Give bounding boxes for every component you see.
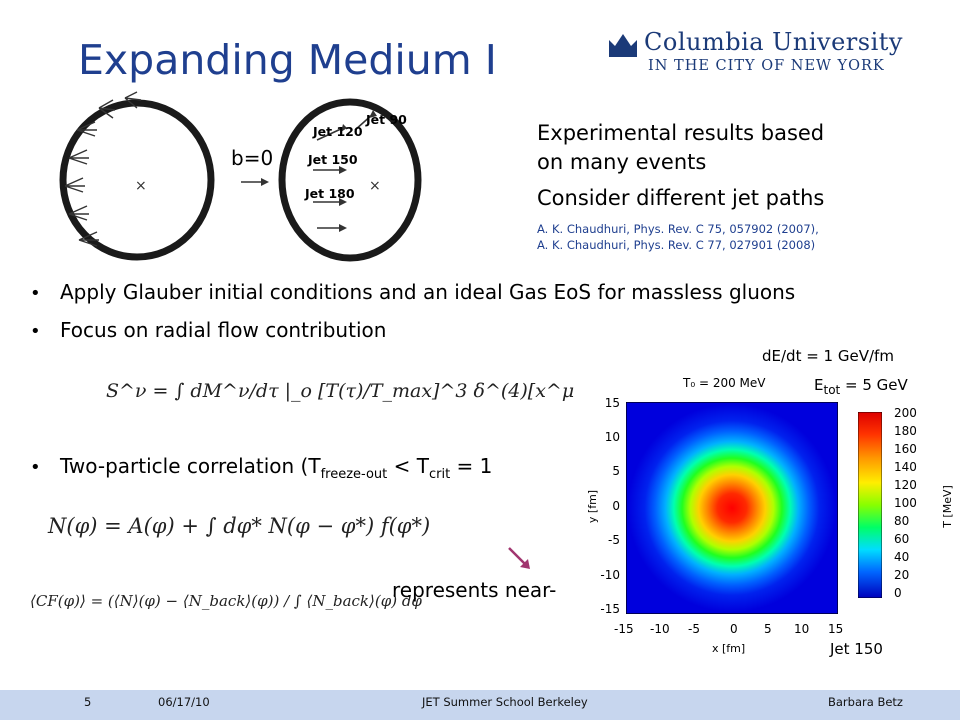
initial-temperature-label: T₀ = 200 MeV <box>683 376 766 390</box>
bullet-radial-flow: • Focus on radial flow contribution <box>30 318 387 342</box>
energy-loss-label: dE/dt = 1 GeV/fm <box>762 347 894 365</box>
y-tick: 15 <box>604 396 620 410</box>
y-axis-ticks: 15 10 5 0 -5 -10 -15 <box>598 396 620 616</box>
side-text-line3: Consider different jet paths <box>537 186 825 210</box>
x-tick: -15 <box>614 622 634 636</box>
total-energy-value: = 5 GeV <box>840 376 908 394</box>
crown-icon <box>609 34 637 57</box>
bullet-correlation-mid: < T <box>387 454 429 478</box>
y-tick: 5 <box>612 464 620 478</box>
columbia-logo: Columbia University IN THE CITY OF NEW Y… <box>604 24 940 84</box>
y-tick: -5 <box>608 533 620 547</box>
colorbar-ticks: 200 180 160 140 120 100 80 60 40 20 0 <box>894 406 926 606</box>
svg-text:×: × <box>135 178 147 194</box>
y-tick: -10 <box>600 568 620 582</box>
footer-page-number: 5 <box>84 695 92 709</box>
svg-text:×: × <box>369 178 381 194</box>
colorbar-tick: 0 <box>894 586 902 600</box>
slide-title: Expanding Medium I <box>78 36 497 84</box>
y-tick: -15 <box>600 602 620 616</box>
x-tick: -5 <box>688 622 700 636</box>
bullet-correlation-pre: Two-particle correlation (T <box>60 454 321 478</box>
logo-line1: Columbia University <box>644 28 903 56</box>
colorbar-tick: 200 <box>894 406 917 420</box>
bullet-correlation-sub2: crit <box>428 467 451 482</box>
slide-footer: 5 06/17/10 JET Summer School Berkeley Ba… <box>0 690 960 720</box>
jet-120-label: Jet 120 <box>313 124 363 139</box>
n-phi-equation: N(φ) = A(φ) + ∫ dφ* N(φ − φ*) f(φ*) <box>48 514 431 538</box>
jet-150-label: Jet 150 <box>308 152 358 167</box>
near-side-note: represents near- <box>392 578 557 602</box>
reference-2: A. K. Chaudhuri, Phys. Rev. C 77, 027901… <box>537 238 816 252</box>
colorbar-tick: 40 <box>894 550 910 564</box>
colorbar-tick: 20 <box>894 568 910 582</box>
x-tick: 0 <box>730 622 738 636</box>
cf-equation: ⟨CF(φ)⟩ = (⟨N⟩(φ) − ⟨N_back⟩(φ)) / ∫ ⟨N_… <box>30 592 422 610</box>
colorbar-tick: 160 <box>894 442 917 456</box>
colorbar-tick: 180 <box>894 424 917 438</box>
y-tick: 0 <box>612 499 620 513</box>
reference-1: A. K. Chaudhuri, Phys. Rev. C 75, 057902… <box>537 222 819 236</box>
x-tick: -10 <box>650 622 670 636</box>
bullet-correlation: • Two-particle correlation (Tfreeze-out <… <box>30 454 493 482</box>
bullet-glauber: • Apply Glauber initial conditions and an… <box>30 280 796 304</box>
y-tick: 10 <box>604 430 620 444</box>
footer-event: JET Summer School Berkeley <box>422 695 588 709</box>
bullet-glauber-text: Apply Glauber initial conditions and an … <box>60 280 796 304</box>
colorbar-tick: 100 <box>894 496 917 510</box>
note-arrow-icon <box>508 547 530 569</box>
temperature-plot: Etot = 5 GeV T₀ = 200 MeV 15 10 5 <box>578 370 960 668</box>
temperature-heatmap <box>626 402 838 614</box>
jet-180-label: Jet 180 <box>305 186 355 201</box>
footer-author: Barbara Betz <box>828 695 903 709</box>
total-energy-sub: tot <box>823 383 841 397</box>
bullet-correlation-sub1: freeze-out <box>320 467 388 482</box>
colorbar-tick: 120 <box>894 478 917 492</box>
colorbar-tick: 60 <box>894 532 910 546</box>
colorbar-label: T [MeV] <box>940 485 954 528</box>
footer-date: 06/17/10 <box>158 695 210 709</box>
x-axis-label: x [fm] <box>712 642 746 655</box>
jet-path-diagram: × × <box>59 91 422 262</box>
x-tick: 15 <box>828 622 844 636</box>
temperature-colorbar <box>858 412 882 598</box>
x-axis-ticks: -15 -10 -5 0 5 10 15 <box>614 622 854 638</box>
colorbar-tick: 140 <box>894 460 917 474</box>
side-text-line2: on many events <box>537 150 707 174</box>
total-energy-prefix: E <box>814 376 824 394</box>
total-energy-label: Etot = 5 GeV <box>814 376 908 397</box>
side-text-line1: Experimental results based <box>537 121 825 145</box>
colorbar-tick: 80 <box>894 514 910 528</box>
x-tick: 10 <box>794 622 810 636</box>
x-tick: 5 <box>764 622 772 636</box>
source-term-equation: S^ν = ∫ dM^ν/dτ |_o [T(τ)/T_max]^3 δ^(4)… <box>106 380 701 402</box>
impact-parameter-label: b=0 <box>231 146 274 170</box>
bullet-radial-flow-text: Focus on radial flow contribution <box>60 318 387 342</box>
bullet-correlation-post: = 1 <box>450 454 493 478</box>
logo-line2: IN THE CITY OF NEW YORK <box>648 58 885 74</box>
jet-90-label: Jet 90 <box>366 112 407 127</box>
jet-150-plot-label: Jet 150 <box>830 640 883 658</box>
y-axis-label: y [fm] <box>586 489 600 524</box>
